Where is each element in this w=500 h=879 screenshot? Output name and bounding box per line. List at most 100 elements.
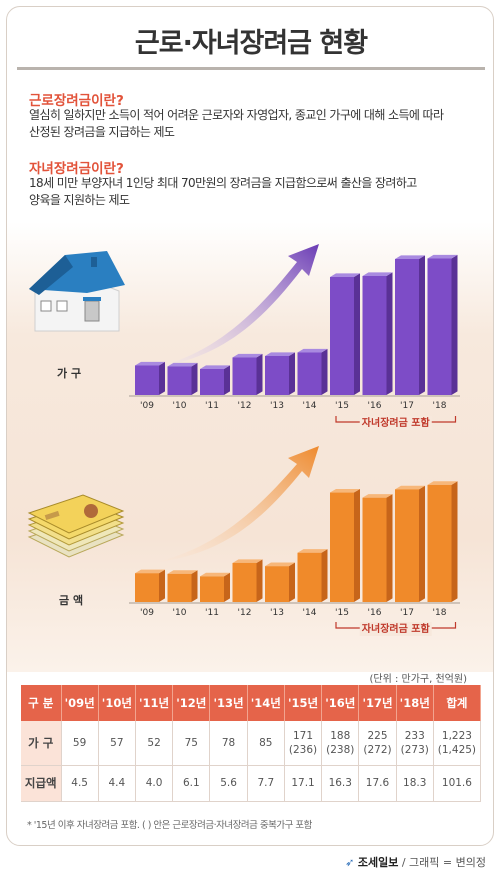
house-icon bbox=[29, 251, 125, 332]
cell-value: 171 bbox=[293, 729, 314, 742]
tick-label: '15 bbox=[335, 401, 349, 411]
bar bbox=[135, 569, 165, 602]
baseline bbox=[129, 602, 460, 604]
bar bbox=[395, 255, 425, 395]
trend-arrow-orange bbox=[157, 446, 319, 562]
row-label-households: 가 구 bbox=[21, 721, 62, 766]
cell-value: 188 bbox=[330, 729, 351, 742]
credit: ➶ 조세일보 / 그래픽 = 변의정 bbox=[345, 854, 486, 870]
cell-value: 57 bbox=[110, 736, 124, 749]
intro-section: 근로장려금이란? 열심히 일하지만 소득이 적어 어려운 근로자와 자영업자, … bbox=[7, 71, 493, 226]
baseline bbox=[129, 395, 460, 397]
logo-icon: ➶ bbox=[345, 856, 355, 869]
tick-label: '09 bbox=[140, 401, 154, 411]
table-cell: 7.7 bbox=[247, 765, 285, 802]
cell-value: 75 bbox=[184, 736, 198, 749]
cell-value-overlap: (273) bbox=[400, 743, 429, 756]
table-cell: 225 (272) bbox=[358, 721, 397, 766]
bar bbox=[297, 348, 328, 395]
cell-value: 59 bbox=[72, 736, 87, 749]
desc-earned-income-1: 열심히 일하지만 소득이 적어 어려운 근로자와 자영업자, 종교인 가구에 대… bbox=[29, 108, 444, 122]
cell-value-overlap: (238) bbox=[326, 743, 355, 756]
table-header-cell: '14년 bbox=[247, 685, 285, 721]
cell-value: 1,223 bbox=[441, 729, 472, 742]
desc-child-1: 18세 미만 부양자녀 1인당 최대 70만원의 장려금을 지급함으로써 출산을… bbox=[29, 176, 417, 190]
cell-value: 225 bbox=[367, 729, 388, 742]
cell-value-overlap: (272) bbox=[363, 743, 392, 756]
table-cell: 16.3 bbox=[321, 765, 360, 802]
tick-label: '18 bbox=[433, 608, 447, 618]
table-header-cell: 합계 bbox=[433, 685, 482, 721]
cell-value: 78 bbox=[221, 736, 236, 749]
table-cell: 233 (273) bbox=[396, 721, 434, 766]
credit-brand: 조세일보 bbox=[357, 856, 399, 869]
question-earned-income: 근로장려금이란? bbox=[29, 93, 124, 109]
cell-value: 233 bbox=[404, 729, 425, 742]
table-cell: 188 (238) bbox=[321, 721, 360, 766]
bar bbox=[330, 488, 360, 602]
tick-label: '12 bbox=[238, 401, 252, 411]
cell-value-overlap: (236) bbox=[288, 743, 318, 756]
table-cell: 5.6 bbox=[209, 765, 248, 802]
table-header-cell: '13년 bbox=[209, 685, 248, 721]
tick-label: '18 bbox=[433, 401, 447, 411]
table-header-cell: '11년 bbox=[135, 685, 174, 721]
row-label-amount: 지급액 bbox=[21, 765, 62, 802]
table-header-cell: '18년 bbox=[396, 685, 434, 721]
tick-label: '12 bbox=[238, 608, 252, 618]
cell-value-overlap: (1,425) bbox=[437, 743, 477, 756]
money-icon bbox=[27, 494, 125, 558]
page-title: 근로·자녀장려금 현황 bbox=[134, 28, 368, 59]
table-cell: 6.1 bbox=[172, 765, 211, 802]
unit-label: (단위 : 만가구, 천억원) bbox=[369, 674, 468, 685]
bar bbox=[362, 272, 393, 395]
bar bbox=[362, 494, 393, 602]
table-row-households: 가 구 59 57 52 75 78 85 171 (236) 188 (238) 225 (272)… bbox=[21, 721, 482, 766]
table-cell: 4.5 bbox=[61, 765, 99, 802]
bar bbox=[232, 559, 263, 602]
table-corner: 구 분 bbox=[21, 685, 62, 721]
households-label: 가 구 bbox=[57, 367, 82, 380]
amount-label: 금 액 bbox=[59, 594, 84, 607]
table-cell: 52 bbox=[135, 721, 174, 766]
table-cell: 4.0 bbox=[135, 765, 174, 802]
bar bbox=[265, 562, 295, 602]
desc-earned-income-2: 산정된 장려금을 지급하는 제도 bbox=[29, 125, 175, 139]
table-cell: 59 bbox=[61, 721, 99, 766]
table-row-amount: 지급액 4.5 4.4 4.0 6.1 5.6 7.7 17.1 16.3 17.6 18.3 10… bbox=[21, 765, 482, 802]
table-cell: 75 bbox=[172, 721, 211, 766]
bracket-label: 자녀장려금 포함 bbox=[362, 622, 431, 635]
tick-label: '10 bbox=[173, 401, 187, 411]
infographic-frame: 근로·자녀장려금 현황 근로장려금이란? 열심히 일하지만 소득이 적어 어려운… bbox=[6, 6, 494, 846]
table-cell: 57 bbox=[98, 721, 136, 766]
table-header-cell: '09년 bbox=[61, 685, 99, 721]
tick-label: '14 bbox=[303, 401, 317, 411]
title-divider bbox=[17, 67, 485, 70]
table-header-cell: '17년 bbox=[358, 685, 397, 721]
table-cell: 17.1 bbox=[284, 765, 323, 802]
credit-text: / 그래픽 = 변의정 bbox=[398, 856, 486, 869]
trend-arrow-purple bbox=[157, 244, 319, 367]
data-table: 구 분 '09년 '10년 '11년 '12년 '13년 '14년 '15년 '16년 '17년… bbox=[21, 685, 482, 802]
bar bbox=[135, 361, 165, 395]
question-child: 자녀장려금이란? bbox=[29, 161, 124, 177]
table-cell: 18.3 bbox=[396, 765, 434, 802]
tick-label: '15 bbox=[335, 608, 349, 618]
bar bbox=[200, 365, 230, 395]
cell-value: 85 bbox=[259, 736, 273, 749]
bar bbox=[167, 362, 198, 395]
tick-label: '14 bbox=[303, 608, 317, 618]
table-cell: 101.6 bbox=[433, 765, 482, 802]
bar bbox=[427, 254, 458, 395]
bracket-label: 자녀장려금 포함 bbox=[362, 416, 431, 429]
tick-label: '11 bbox=[205, 401, 219, 411]
tick-label: '10 bbox=[173, 608, 187, 618]
bar bbox=[297, 549, 328, 602]
bar bbox=[232, 353, 263, 395]
footnote: * '15년 이후 자녀장려금 포함. ( ) 안은 근로장려금·자녀장려금 중… bbox=[27, 820, 312, 831]
bar bbox=[395, 485, 425, 602]
table-cell: 17.6 bbox=[358, 765, 397, 802]
table-cell: 4.4 bbox=[98, 765, 136, 802]
bar bbox=[330, 273, 360, 395]
